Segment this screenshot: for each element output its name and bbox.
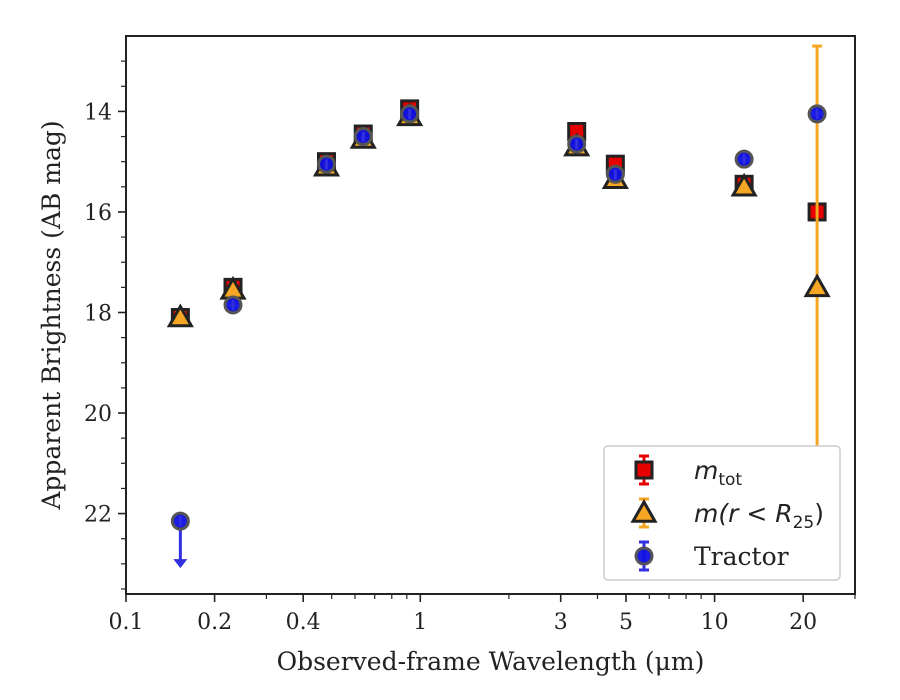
m_r25-point: [166, 303, 194, 328]
x-tick-label: 3: [554, 610, 568, 635]
point-error-tick: [815, 108, 819, 119]
y-tick-label: 22: [84, 503, 112, 528]
point-error-tick: [324, 159, 328, 170]
x-tick-label: 1: [413, 610, 427, 635]
legend-label-tractor: Tractor: [694, 542, 789, 571]
point-error-tick: [575, 139, 579, 150]
legend-label-m_r25: m(r < R25): [694, 499, 824, 533]
point-error-tick: [742, 154, 746, 165]
y-axis: 14 16 18 20 22: [84, 60, 126, 590]
legend-marker-m_tot: [634, 460, 654, 480]
legend-label-m_tot: mtot: [694, 456, 742, 490]
x-tick-label: 0.2: [197, 610, 232, 635]
legend-label-main: Tractor: [694, 542, 789, 571]
legend-label-subscript: 25: [793, 513, 815, 533]
y-axis-label: Apparent Brightness (AB mag): [37, 120, 66, 510]
x-axis-label: Observed-frame Wavelength (μm): [277, 647, 705, 676]
x-tick-label: 5: [619, 610, 633, 635]
point-error-tick: [231, 299, 235, 310]
m_r25-point: [803, 273, 831, 298]
y-tick-label: 20: [84, 402, 112, 427]
legend-label-subscript: tot: [718, 470, 742, 490]
point-error-tick: [361, 131, 365, 142]
axes-frame: [125, 35, 856, 595]
upper-limit-arrowhead: [173, 559, 188, 569]
legend-box: [603, 445, 841, 581]
x-tick-label: 0.4: [286, 610, 321, 635]
point-error-tick: [613, 169, 617, 180]
legend-label-main: m: [694, 456, 718, 485]
point-error-tick: [178, 516, 182, 527]
x-tick-label: 20: [789, 610, 817, 635]
m_r25-point: [730, 172, 758, 197]
legend: mtot m(r < R25) Tractor: [603, 445, 841, 581]
point-error-tick: [408, 108, 412, 119]
x-tick-label: 0.1: [109, 610, 144, 635]
x-tick-label: 10: [701, 610, 729, 635]
plot-area: [125, 35, 856, 595]
y-tick-label: 14: [84, 100, 112, 125]
legend-label-main: m(r < R: [694, 499, 793, 528]
legend-marker-m_r25: [630, 498, 658, 523]
legend-marker-tractor: [634, 546, 654, 566]
x-axis: 0.1 0.2 0.4 1 3 5 10 20: [109, 594, 856, 635]
y-tick-label: 18: [84, 301, 112, 326]
series-tractor: [170, 104, 827, 569]
legend-label-suffix: ): [814, 499, 824, 528]
y-tick-label: 16: [84, 201, 112, 226]
